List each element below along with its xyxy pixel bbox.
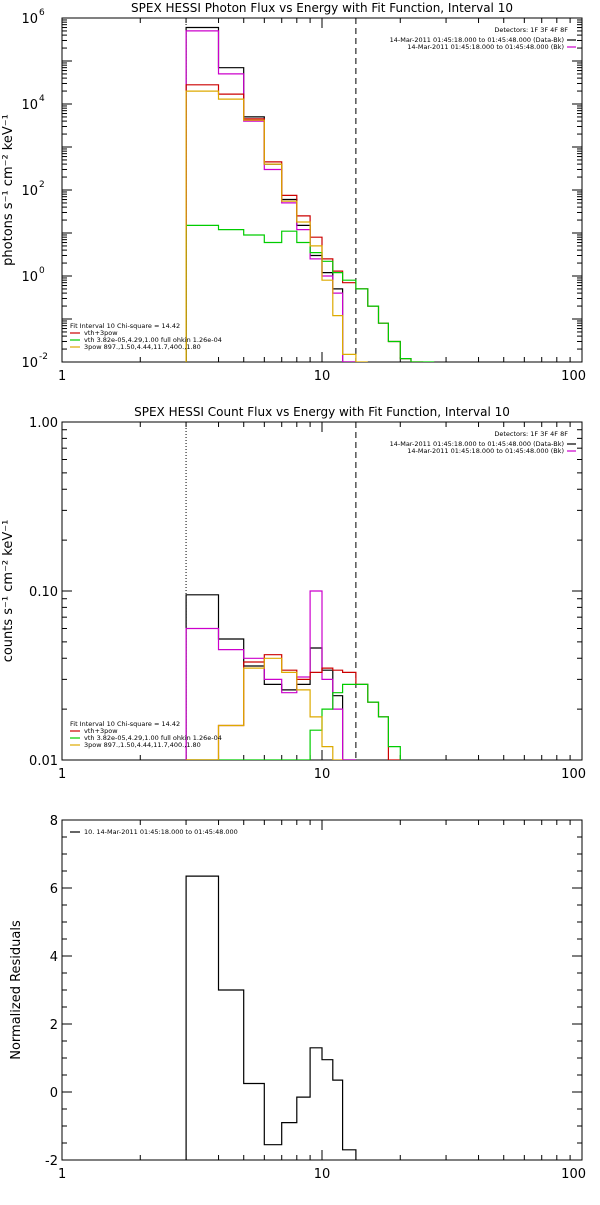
series-line-3pow — [185, 90, 368, 362]
series-group — [185, 26, 435, 362]
plot-frame — [61, 819, 583, 1161]
chart-title: SPEX HESSI Count Flux vs Energy with Fit… — [134, 405, 510, 419]
legend-right-header: Detectors: 1F 3F 4F 8F — [494, 430, 568, 438]
y-tick-label: 2 — [50, 1018, 58, 1033]
chart-title: SPEX HESSI Photon Flux vs Energy with Fi… — [131, 1, 513, 15]
legend-right-entry: 14-Mar-2011 01:45:18.000 to 01:45:48.000… — [390, 440, 564, 448]
x-tick-label: 100 — [561, 1167, 586, 1182]
y-tick-label: 10 — [21, 184, 38, 199]
legend-left-entry: 10. 14-Mar-2011 01:45:18.000 to 01:45:48… — [84, 828, 238, 836]
x-tick-label: 100 — [561, 767, 586, 782]
y-tick-label: 6 — [50, 882, 58, 897]
x-tick-label: 1 — [58, 369, 66, 384]
x-tick-label: 10 — [314, 1167, 331, 1182]
legend-left-entry: vth+3pow — [84, 727, 118, 735]
series-line-3pow — [186, 657, 343, 760]
series-group — [185, 590, 401, 760]
legend-right-entry: 14-Mar-2011 01:45:18.000 to 01:45:48.000… — [407, 43, 564, 51]
legend-right-entry: 14-Mar-2011 01:45:18.000 to 01:45:48.000… — [390, 36, 564, 44]
series-line-vth — [186, 683, 401, 760]
x-tick-label: 1 — [58, 767, 66, 782]
y-axis-label: Normalized Residuals — [9, 920, 24, 1060]
y-tick-label-exponent: 2 — [39, 180, 45, 190]
x-tick-label: 10 — [314, 767, 331, 782]
y-tick-label: 10 — [21, 98, 38, 113]
y-tick-label: 10 — [21, 270, 38, 285]
series-line-bk — [185, 30, 356, 362]
y-tick-label: 4 — [50, 950, 58, 965]
legend-left-entry: vth 3.82e-05,4.29,1.00 full ohkin 1.26e-… — [84, 734, 222, 742]
legend-left-header: Fit Interval 10 Chi-square = 14.42 — [70, 322, 180, 330]
y-tick-label: 0.01 — [29, 754, 58, 769]
series-line-data-bk — [185, 26, 356, 362]
y-tick-label: 0.10 — [29, 585, 58, 600]
series-group — [185, 875, 357, 1160]
chart-panel-3: 1 10 100 -2 0 2 4 6 8 Normalized Residuals 10. 14-… — [9, 814, 586, 1182]
chart-panel-2: SPEX HESSI Count Flux vs Energy with Fit… — [1, 405, 586, 782]
y-tick-label-exponent: 0 — [39, 266, 45, 276]
legend-right-header: Detectors: 1F 3F 4F 8F — [494, 26, 568, 34]
legend-left-header: Fit Interval 10 Chi-square = 14.42 — [70, 720, 180, 728]
legend-left-entry: vth 3.82e-05,4.29,1.00 full ohkin 1.26e-… — [84, 336, 222, 344]
y-axis-label: photons s⁻¹ cm⁻² keV⁻¹ — [1, 114, 16, 266]
y-tick-label: 1.00 — [29, 416, 58, 431]
y-tick-label: -2 — [45, 1154, 58, 1169]
legend-left-entry: 3pow 897.,1.50,4.44,11.7,400.,1.80 — [84, 741, 201, 749]
x-tick-label: 10 — [314, 369, 331, 384]
x-tick-label: 1 — [58, 1167, 66, 1182]
y-tick-label: 8 — [50, 814, 58, 829]
legend-left-entry: vth+3pow — [84, 329, 118, 337]
x-tick-label: 100 — [561, 369, 586, 384]
y-tick-label-exponent: -2 — [39, 352, 48, 362]
y-tick-label: 10 — [21, 12, 38, 27]
y-tick-label-exponent: 4 — [39, 94, 45, 104]
y-tick-label-exponent: 6 — [39, 8, 45, 18]
legend-right-entry: 14-Mar-2011 01:45:18.000 to 01:45:48.000… — [407, 447, 564, 455]
series-line-residuals — [185, 875, 357, 1160]
legend-left-entry: 3pow 897.,1.50,4.44,11.7,400.,1.80 — [84, 343, 201, 351]
series-line-vth — [185, 224, 435, 362]
y-axis-label: counts s⁻¹ cm⁻² keV⁻¹ — [1, 520, 16, 663]
y-tick-label: 0 — [50, 1086, 58, 1101]
y-tick-label: 10 — [21, 356, 38, 371]
plot-frame — [61, 17, 583, 363]
series-line-vth-3pow — [185, 84, 424, 362]
chart-panel-1: SPEX HESSI Photon Flux vs Energy with Fi… — [1, 1, 586, 384]
